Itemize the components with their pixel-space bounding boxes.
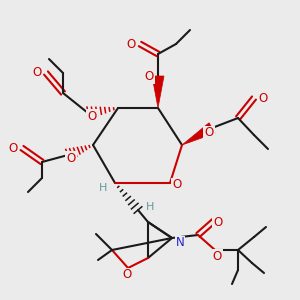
Text: O: O	[258, 92, 268, 104]
Text: O: O	[212, 250, 222, 262]
Text: O: O	[204, 127, 214, 140]
Text: O: O	[8, 142, 18, 154]
Text: O: O	[122, 268, 132, 281]
Text: N: N	[176, 236, 184, 250]
Polygon shape	[152, 76, 164, 108]
Text: O: O	[87, 110, 97, 122]
Text: H: H	[146, 202, 154, 212]
Text: O: O	[144, 70, 154, 83]
Text: H: H	[99, 183, 107, 193]
Text: O: O	[66, 152, 76, 164]
Text: O: O	[32, 67, 42, 80]
Text: O: O	[172, 178, 182, 191]
Polygon shape	[182, 123, 215, 145]
Text: O: O	[126, 38, 136, 50]
Text: O: O	[213, 215, 223, 229]
